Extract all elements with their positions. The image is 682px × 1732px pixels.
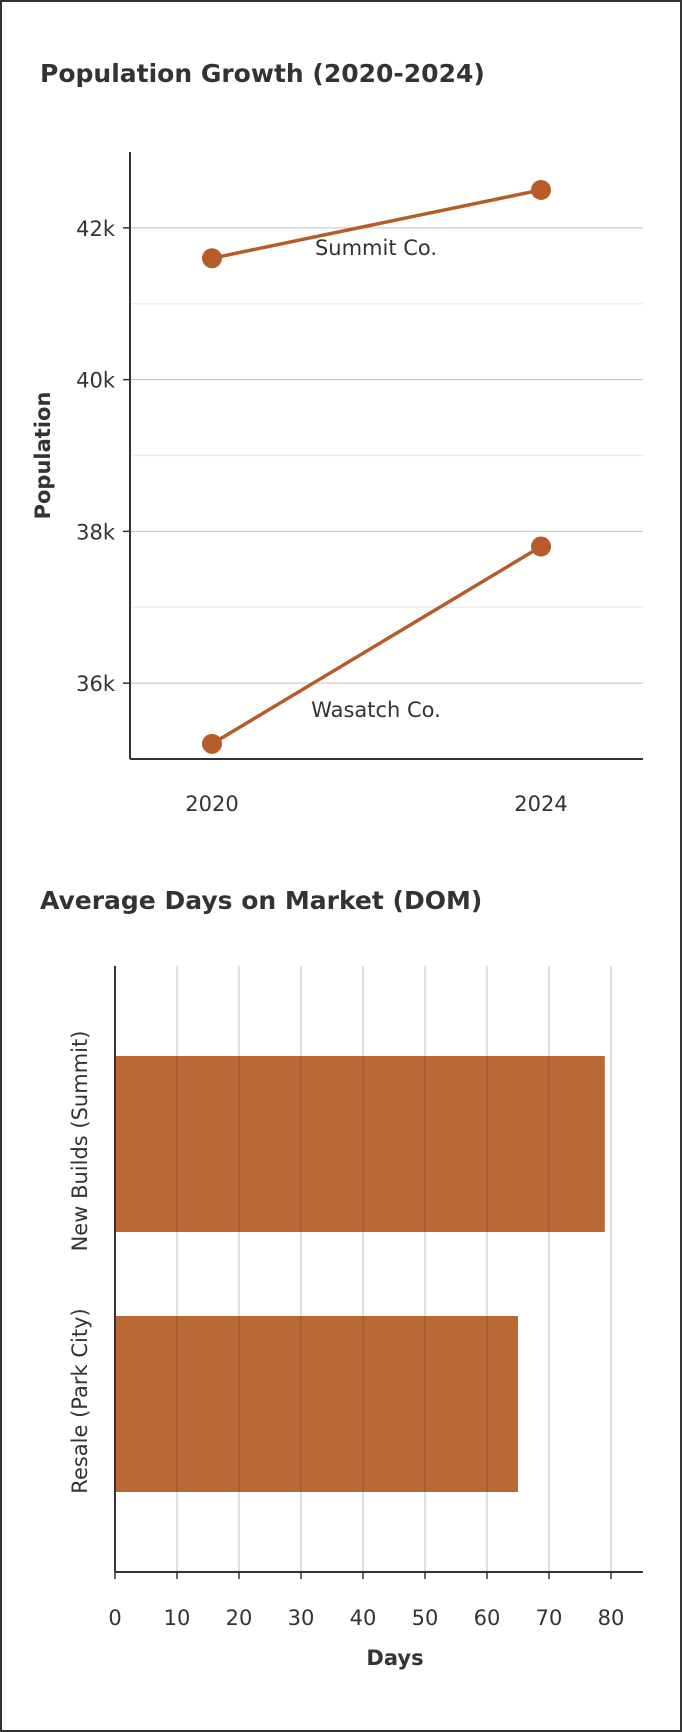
bar xyxy=(115,1056,605,1232)
bar-chart-title: Average Days on Market (DOM) xyxy=(40,886,483,915)
line-series-label: Wasatch Co. xyxy=(311,698,441,722)
bar-x-tick-label: 70 xyxy=(536,1606,563,1630)
line-data-point xyxy=(531,536,551,557)
line-data-point xyxy=(202,248,222,269)
bar xyxy=(115,1316,518,1492)
bar-x-tick-label: 50 xyxy=(412,1606,439,1630)
line-data-point xyxy=(531,179,551,200)
line-y-tick-label: 40k xyxy=(76,369,116,393)
bar-x-axis-label: Days xyxy=(366,1646,423,1670)
line-series-1 xyxy=(211,545,542,746)
bar-x-tick-label: 10 xyxy=(164,1606,191,1630)
line-chart-title: Population Growth (2020-2024) xyxy=(40,59,485,88)
line-y-tick-label: 38k xyxy=(76,520,116,544)
line-series-0 xyxy=(211,188,542,260)
bar-category-label: Resale (Park City) xyxy=(68,1308,92,1493)
line-y-tick-label: 42k xyxy=(76,217,116,241)
line-x-tick-label: 2024 xyxy=(514,792,567,816)
bar-x-tick-label: 30 xyxy=(288,1606,315,1630)
bar-x-tick-label: 40 xyxy=(350,1606,377,1630)
line-y-axis-label: Population xyxy=(31,392,55,520)
line-y-tick-label: 36k xyxy=(76,672,116,696)
bar-x-tick-label: 80 xyxy=(598,1606,625,1630)
bar-x-tick-label: 20 xyxy=(226,1606,253,1630)
line-x-tick-label: 2020 xyxy=(185,792,238,816)
line-series-label: Summit Co. xyxy=(315,236,437,260)
line-data-point xyxy=(202,733,222,754)
bar-x-tick-label: 0 xyxy=(108,1606,121,1630)
bar-category-label: New Builds (Summit) xyxy=(68,1031,92,1252)
bar-x-tick-label: 60 xyxy=(474,1606,501,1630)
